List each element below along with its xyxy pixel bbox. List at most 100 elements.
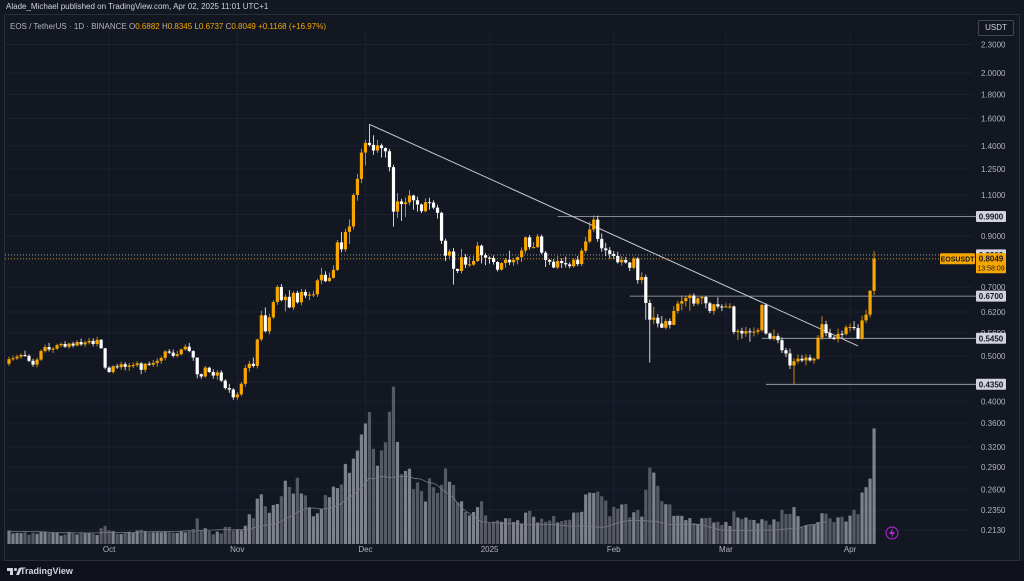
candle-body bbox=[443, 240, 448, 256]
y-tick-label: 0.4000 bbox=[981, 397, 1006, 406]
price-axis: 2.3000 2.0000 1.8000 1.6000 1.4000 1.2500 1.10… bbox=[981, 40, 1006, 535]
candle-body bbox=[267, 317, 271, 332]
candle-body bbox=[632, 258, 636, 268]
candle-body bbox=[828, 333, 832, 338]
candle-body bbox=[239, 383, 243, 395]
volume-bar bbox=[67, 531, 71, 544]
candle-body bbox=[287, 296, 291, 308]
candle-body bbox=[263, 315, 267, 332]
candle-body bbox=[788, 353, 792, 366]
volume-bar bbox=[455, 502, 460, 544]
volume-bar bbox=[572, 512, 576, 544]
y-tick-label: 1.8000 bbox=[981, 90, 1006, 99]
volume-bar bbox=[347, 472, 352, 544]
candle-body bbox=[367, 142, 372, 145]
footer-brand[interactable]: TradingView bbox=[20, 566, 73, 576]
volume-bar bbox=[303, 495, 307, 544]
tradingview-logo-icon[interactable] bbox=[6, 566, 28, 576]
candle-body bbox=[816, 337, 820, 359]
volume-bar bbox=[179, 531, 183, 544]
trendline bbox=[369, 123, 859, 347]
candle-body bbox=[604, 248, 608, 251]
volume-bar bbox=[760, 519, 764, 544]
volume-bar bbox=[756, 523, 760, 544]
volume-bar bbox=[135, 530, 139, 544]
volume-bar bbox=[696, 524, 700, 544]
volume-bar bbox=[728, 525, 732, 544]
volume-bar bbox=[79, 533, 83, 544]
candle-body bbox=[119, 364, 123, 368]
candle-body bbox=[335, 242, 340, 270]
candle-body bbox=[331, 269, 336, 278]
y-tick-label: 1.4000 bbox=[981, 142, 1006, 151]
symbol-title[interactable]: EOS / TetherUS · 1D · BINANCE bbox=[10, 22, 127, 31]
volume-bar bbox=[431, 487, 436, 544]
volume-bar bbox=[27, 534, 31, 544]
volume-bar bbox=[183, 532, 187, 544]
candle-body bbox=[552, 261, 556, 268]
candle-body bbox=[195, 357, 199, 375]
volume-bar bbox=[640, 516, 644, 544]
candle-body bbox=[395, 201, 400, 212]
volume-bar bbox=[516, 520, 520, 544]
candle-body bbox=[315, 280, 319, 295]
bolt-icon[interactable] bbox=[885, 526, 899, 540]
candle-body bbox=[191, 351, 195, 358]
candle-body bbox=[383, 148, 388, 152]
candle-body bbox=[624, 259, 628, 263]
candle-body bbox=[23, 355, 27, 357]
last-price-tag bbox=[976, 253, 1006, 274]
y-tick-label: 0.3200 bbox=[981, 443, 1006, 452]
candle-body bbox=[379, 145, 384, 149]
candle-body bbox=[139, 363, 143, 370]
level-label: 0.5450 bbox=[979, 334, 1004, 343]
volume-bar bbox=[471, 511, 476, 544]
candle-body bbox=[435, 207, 440, 213]
volume-bar bbox=[127, 531, 131, 544]
candle-body bbox=[259, 315, 263, 340]
candle-body bbox=[303, 291, 307, 296]
candle-body bbox=[820, 324, 824, 338]
currency-button[interactable]: USDT bbox=[978, 20, 1014, 36]
volume-bar bbox=[335, 488, 340, 544]
volume-bar bbox=[267, 512, 271, 544]
candle-body bbox=[339, 242, 344, 250]
volume-bar bbox=[475, 507, 480, 544]
candle-body bbox=[363, 142, 368, 153]
low-value: 0.6737 bbox=[198, 22, 224, 31]
candle-body bbox=[708, 303, 712, 311]
candle-body bbox=[740, 330, 744, 334]
published-header: Alade_Michael published on TradingView.c… bbox=[0, 0, 1024, 14]
candle-body bbox=[131, 365, 135, 367]
candle-body bbox=[111, 366, 115, 373]
volume-bar bbox=[836, 517, 840, 544]
volume-bar bbox=[824, 513, 828, 544]
volume-bar bbox=[540, 518, 544, 544]
candle-body bbox=[483, 255, 488, 258]
candle-body bbox=[55, 345, 59, 349]
candle-body bbox=[283, 296, 287, 301]
x-tick-label: Apr bbox=[844, 545, 857, 554]
candle-body bbox=[576, 259, 580, 265]
candle-body bbox=[387, 151, 392, 168]
volume-bar bbox=[716, 521, 720, 544]
x-tick-label: Nov bbox=[230, 545, 244, 554]
volume-bar bbox=[704, 517, 708, 544]
candle-body bbox=[323, 274, 327, 282]
candle-body bbox=[19, 355, 23, 357]
volume-bar bbox=[123, 532, 127, 544]
candle-body bbox=[479, 245, 484, 256]
candle-body bbox=[447, 251, 452, 256]
candle-body bbox=[556, 260, 560, 268]
volume-bar bbox=[323, 494, 327, 544]
grid bbox=[5, 30, 972, 545]
volume-bar bbox=[407, 468, 412, 544]
volume-bar bbox=[768, 524, 772, 544]
last-symbol-label: EOSUSDT bbox=[941, 257, 976, 264]
candle-body bbox=[107, 367, 111, 373]
volume-bar bbox=[467, 515, 472, 544]
volume-bar bbox=[451, 484, 456, 544]
candle-body bbox=[592, 219, 596, 230]
